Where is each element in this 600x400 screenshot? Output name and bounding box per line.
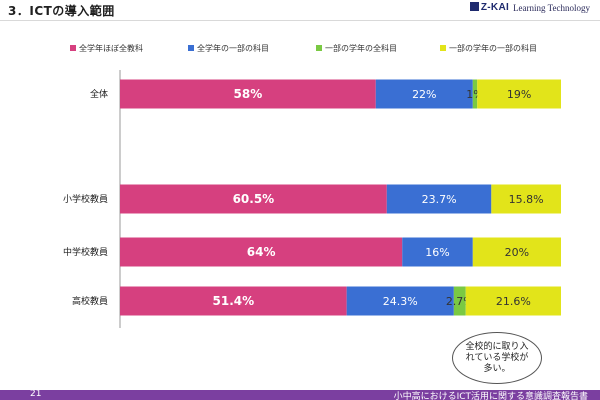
category-label: 中学校教員: [63, 246, 108, 258]
bar-segment: [346, 286, 454, 316]
legend-swatch: [440, 45, 446, 51]
bar-segment: [120, 237, 403, 267]
legend-item: 全学年の一部の科目: [188, 43, 269, 53]
bar-segment: [120, 79, 376, 109]
bar-segment: [120, 286, 347, 316]
legend-swatch: [70, 45, 76, 51]
logo-mark: Z-KAI: [469, 2, 510, 13]
legend-label: 全学年の一部の科目: [197, 43, 269, 53]
data-label: 24.3%: [383, 295, 418, 308]
bar-segment: [472, 79, 478, 109]
data-label: 20%: [505, 246, 529, 259]
legend-swatch: [188, 45, 194, 51]
legend-label: 全学年ほぼ全教科: [79, 43, 143, 53]
logo-square-icon: [469, 2, 479, 11]
data-label: 21.6%: [496, 295, 531, 308]
bar-segment: [477, 79, 561, 109]
bar-segment: [472, 237, 561, 267]
legend-item: 全学年ほぼ全教科: [70, 43, 143, 53]
footer-bar: 21 小中高におけるICT活用に関する意識調査報告書: [0, 390, 600, 400]
bar-segment: [386, 184, 492, 214]
data-label: 23.7%: [422, 193, 457, 206]
data-label: 60.5%: [233, 192, 275, 206]
category-label: 全体: [90, 88, 108, 100]
data-label: 51.4%: [213, 294, 255, 308]
bar-segment: [491, 184, 561, 214]
legend-item: 一部の学年の一部の科目: [440, 43, 537, 53]
logo-text: Learning Technology: [513, 2, 590, 13]
legend-label: 一部の学年の一部の科目: [449, 43, 537, 53]
footer-title: 小中高におけるICT活用に関する意識調査報告書: [393, 392, 588, 400]
logo: Z-KAI Learning Technology: [469, 2, 590, 13]
logo-mark-text: Z-KAI: [480, 2, 510, 13]
category-label: 小学校教員: [63, 193, 108, 205]
data-label: 16%: [425, 246, 449, 259]
bar-segment: [120, 184, 387, 214]
legend-label: 一部の学年の全科目: [325, 43, 397, 53]
data-label: 15.8%: [509, 193, 544, 206]
legend-item: 一部の学年の全科目: [316, 43, 397, 53]
data-label: 58%: [234, 87, 263, 101]
data-label: 64%: [247, 245, 276, 259]
page-title: 3．ICTの導入範囲: [8, 4, 115, 18]
category-label: 高校教員: [72, 295, 108, 307]
bar-segment: [453, 286, 466, 316]
data-label: 19%: [507, 88, 531, 101]
bar-segment: [465, 286, 561, 316]
title-divider: [0, 20, 600, 21]
legend-swatch: [316, 45, 322, 51]
data-label: 22%: [412, 88, 436, 101]
chart-container: 全学年ほぼ全教科 全学年の一部の科目 一部の学年の全科目 一部の学年の一部の科目全体 5…: [0, 30, 600, 360]
callout-bubble: 全校的に取り入れている学校が多い。: [452, 332, 542, 384]
bar-segment: [402, 237, 473, 267]
page-number: 21: [30, 390, 42, 399]
bar-segment: [375, 79, 473, 109]
